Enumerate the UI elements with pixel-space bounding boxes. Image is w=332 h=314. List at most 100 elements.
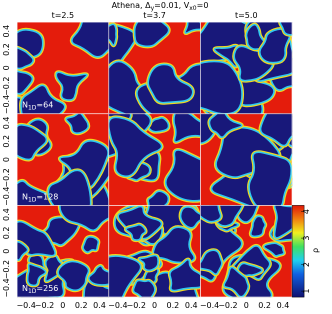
y-tick-label: −0.4 (2, 95, 11, 114)
x-tick-label: −0.2 (218, 301, 237, 310)
blob (125, 223, 147, 241)
y-tick-label: 0 (2, 65, 11, 70)
y-tick-label: −0.4 (2, 187, 11, 206)
row-label-rest: =128 (36, 192, 58, 201)
panel (108, 205, 201, 298)
panel (200, 205, 293, 298)
blob (57, 260, 90, 292)
panel (17, 113, 109, 206)
blob (59, 205, 109, 232)
blob (71, 22, 109, 58)
blob (259, 113, 293, 147)
y-tick-label: 0.4 (2, 25, 11, 38)
x-tick-label: −0.4 (108, 301, 127, 310)
x-tick-label: −0.4 (16, 301, 35, 310)
blob (169, 258, 201, 292)
blob (108, 116, 163, 178)
blob (65, 113, 90, 135)
x-tick-label: −0.4 (200, 301, 219, 310)
y-tick-label: 0 (2, 249, 11, 254)
blob (17, 70, 34, 95)
row-label-sub: 1D (28, 105, 37, 112)
column-title: t=2.5 (52, 11, 75, 20)
blob (200, 60, 243, 114)
blob (164, 149, 201, 202)
blob (179, 206, 201, 229)
blob (26, 263, 47, 287)
colorbar-tick-label: 1 (302, 289, 311, 294)
y-tick-label: 0.2 (2, 135, 11, 148)
y-tick-label: 0.2 (2, 43, 11, 56)
colorbar-tick-label: 2 (302, 262, 311, 267)
row-label-sub: 1D (28, 288, 37, 295)
y-tick-label: 0.4 (2, 208, 11, 221)
blob (17, 180, 54, 206)
blob (147, 190, 170, 206)
row-label-name: N (22, 284, 28, 293)
panel (17, 205, 109, 298)
blob (133, 22, 170, 48)
blob (47, 169, 92, 206)
row-label-name: N (22, 101, 28, 110)
colorbar-label: ρ (311, 248, 320, 253)
row-label-name: N (22, 192, 28, 201)
column-title: t=5.0 (235, 11, 258, 20)
colorbar (291, 205, 305, 298)
x-tick-label: 0 (244, 301, 249, 310)
x-tick-label: 0 (60, 301, 65, 310)
blob (17, 47, 34, 70)
x-tick-label: 0.2 (75, 301, 88, 310)
x-tick-label: 0.4 (185, 301, 198, 310)
blob (132, 279, 156, 298)
colorbar-tick-label: 3 (302, 236, 311, 241)
x-tick-label: 0.2 (167, 301, 180, 310)
column-title: t=3.7 (143, 11, 166, 20)
blob (263, 242, 285, 257)
y-tick-label: −0.2 (2, 76, 11, 95)
y-tick-label: 0.4 (2, 117, 11, 130)
blob (147, 63, 194, 104)
blob (108, 23, 117, 46)
x-tick-label: 0 (152, 301, 157, 310)
blob (208, 113, 243, 138)
blob (108, 255, 142, 298)
x-tick-label: 0.4 (93, 301, 106, 310)
y-tick-label: −0.2 (2, 260, 11, 279)
y-tick-label: 0.2 (2, 227, 11, 240)
blob (17, 124, 48, 161)
x-tick-label: −0.2 (35, 301, 54, 310)
x-tick-label: 0.4 (277, 301, 290, 310)
row-label: N1D=128 (22, 192, 58, 203)
panel (17, 22, 109, 114)
blob (82, 235, 100, 254)
row-label: N1D=64 (22, 101, 53, 112)
figure-title: Athena, Δy=0.01, Vx0=0 (112, 1, 209, 12)
blob (279, 22, 293, 36)
blob (273, 205, 293, 239)
row-label-rest: =64 (36, 101, 53, 110)
panel (200, 22, 293, 114)
blob (200, 249, 223, 276)
blob (88, 265, 109, 286)
blob (223, 266, 250, 298)
blob (258, 28, 291, 64)
y-tick-label: −0.2 (2, 168, 11, 187)
blob (138, 254, 159, 272)
blob (55, 71, 88, 101)
blob (250, 215, 266, 238)
y-tick-label: −0.4 (2, 278, 11, 297)
row-label-sub: 1D (28, 196, 37, 203)
y-tick-label: 0 (2, 157, 11, 162)
x-tick-label: −0.2 (126, 301, 145, 310)
panel (200, 113, 293, 206)
row-label: N1D=256 (22, 284, 58, 295)
blob (184, 22, 201, 34)
blob (200, 205, 222, 223)
colorbar-tick-label: 4 (302, 209, 311, 214)
row-label-rest: =256 (36, 284, 58, 293)
panel (108, 113, 201, 206)
blob (17, 240, 29, 261)
x-tick-label: 0.2 (258, 301, 271, 310)
blob (248, 151, 293, 206)
